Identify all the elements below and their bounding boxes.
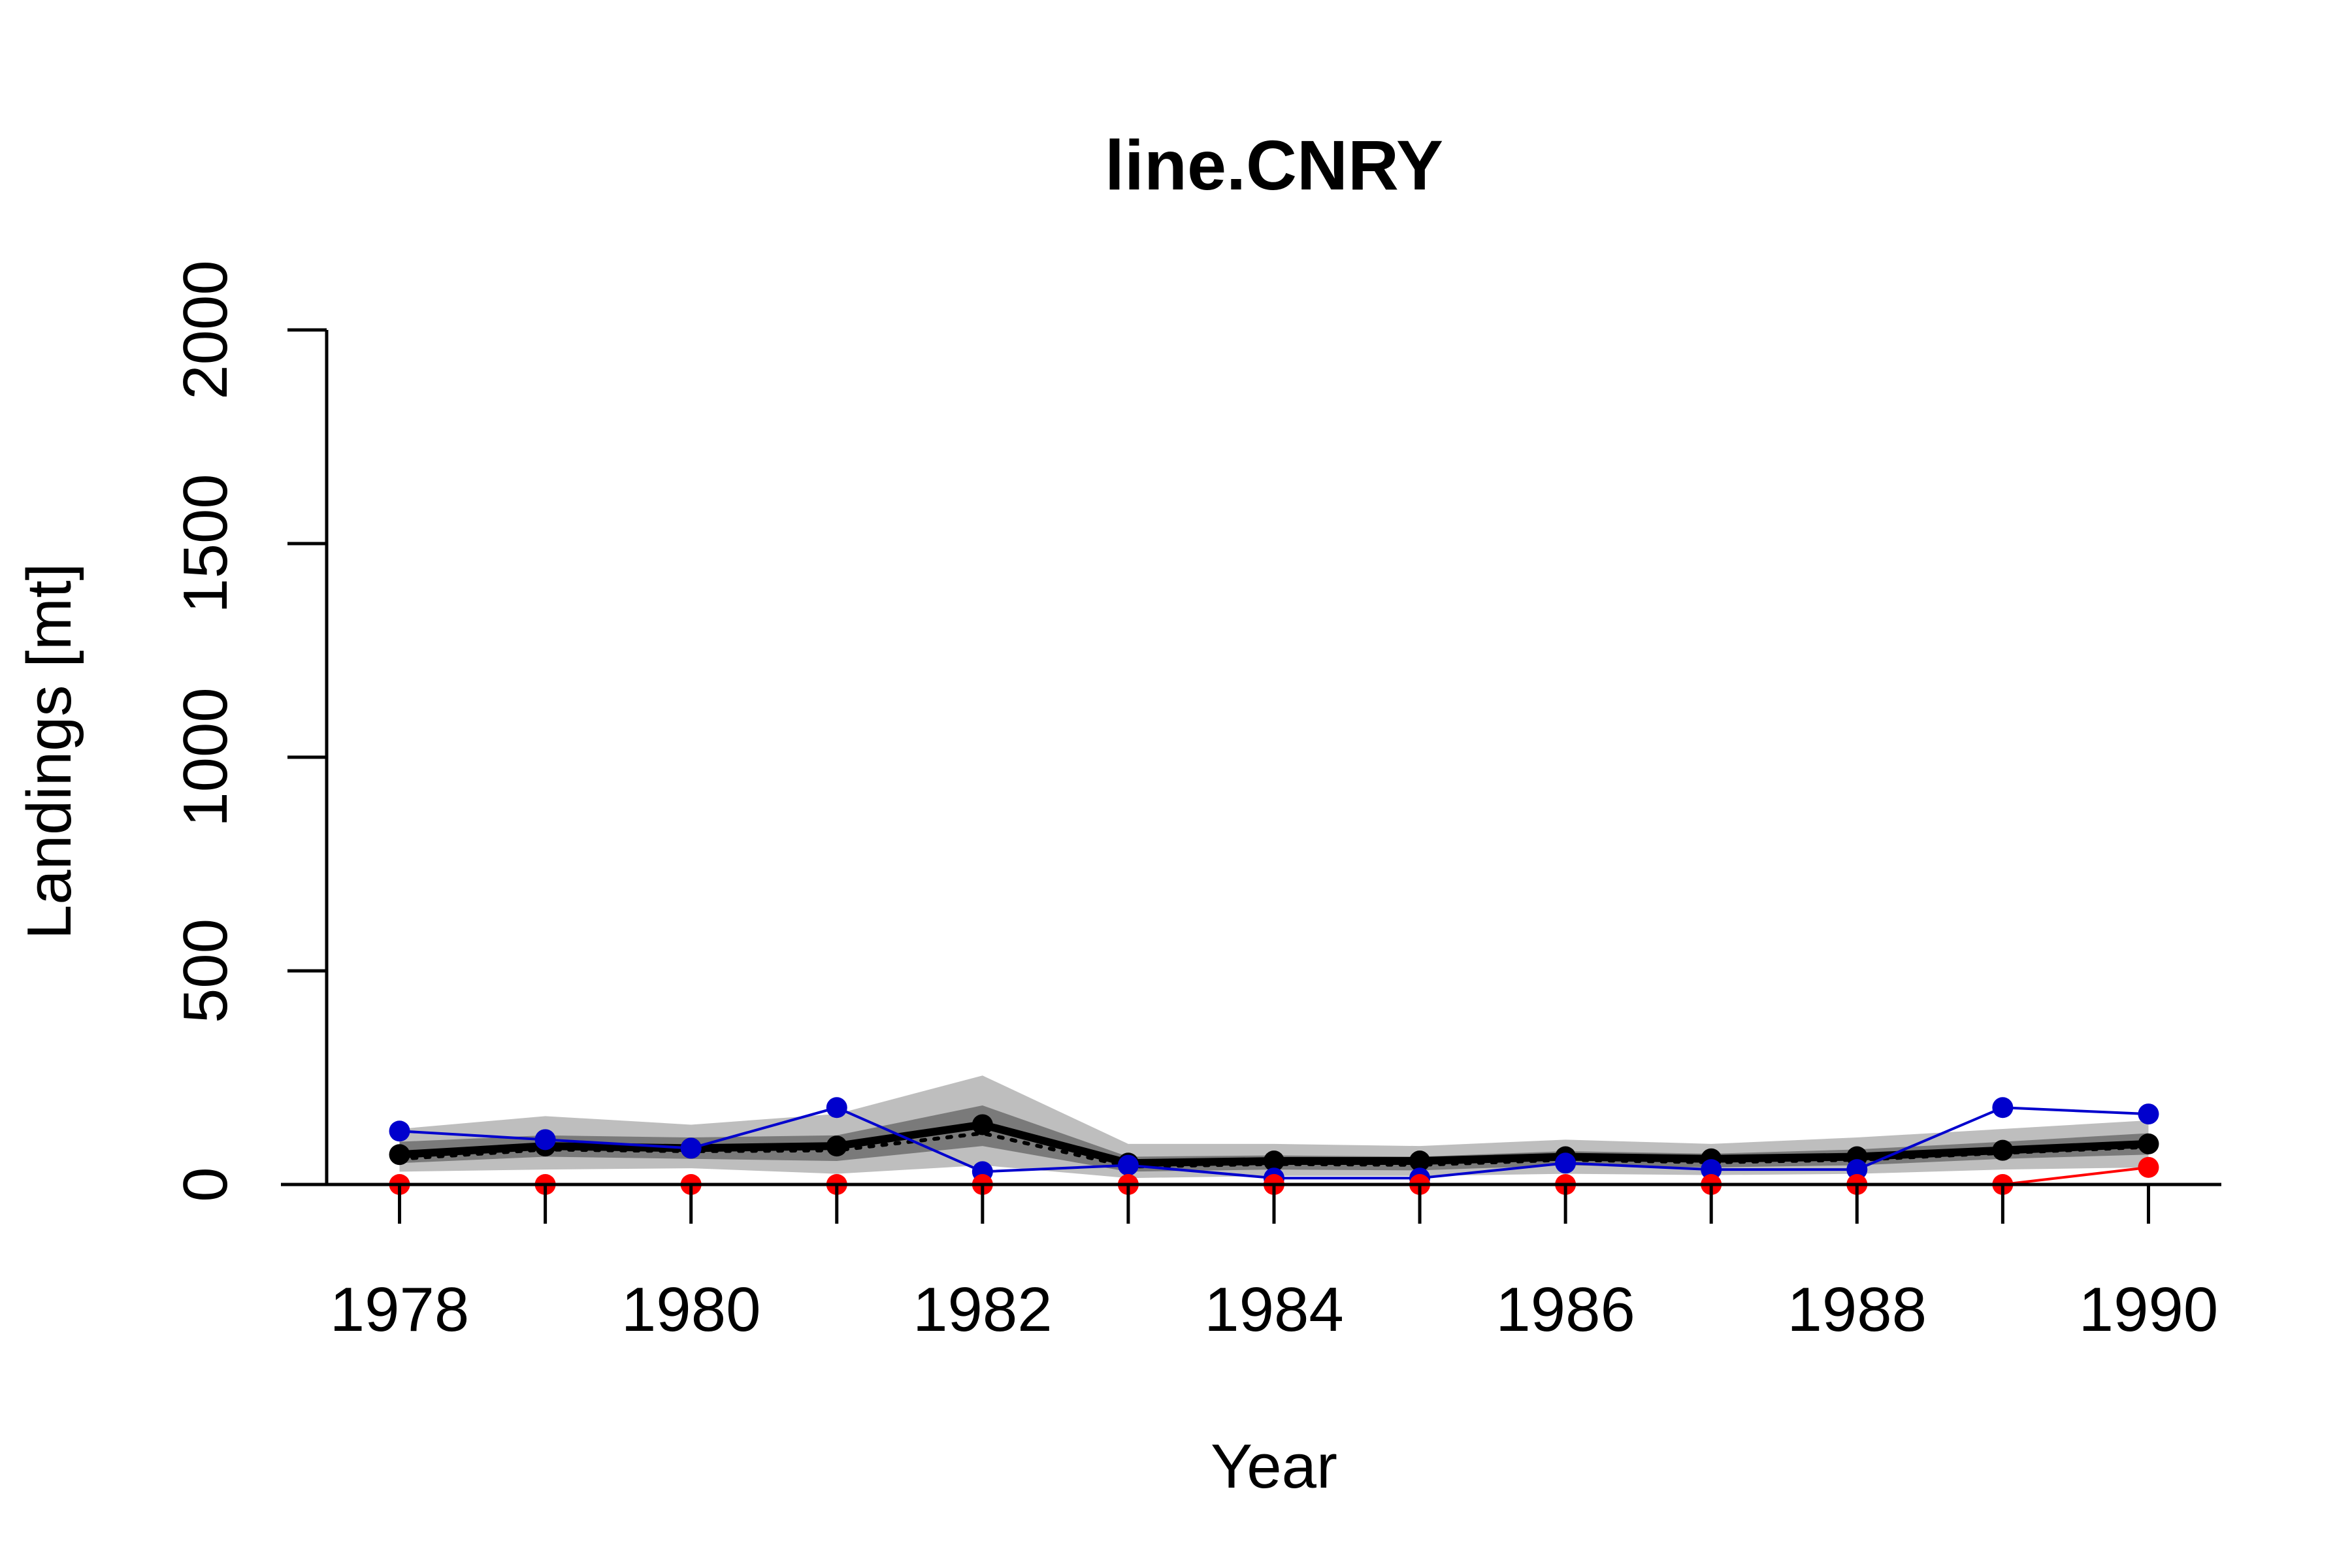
x-tick-label: 1978 xyxy=(330,1275,470,1345)
x-tick-label: 1982 xyxy=(913,1275,1053,1345)
series-1-point xyxy=(389,1144,410,1166)
y-axis-label: Landings [mt] xyxy=(14,563,84,939)
series-3-point xyxy=(826,1097,847,1119)
series-1-point xyxy=(1409,1151,1431,1172)
series-3-point xyxy=(1117,1154,1139,1176)
series-3-point xyxy=(2138,1103,2159,1125)
series-1-point xyxy=(1264,1151,1284,1172)
x-tick-label: 1986 xyxy=(1495,1275,1635,1345)
series-1-point xyxy=(1992,1139,2014,1161)
y-tick-label: 0 xyxy=(171,1167,240,1201)
series-points xyxy=(389,1097,2159,1195)
x-tick-label: 1980 xyxy=(621,1275,761,1345)
series-3-point xyxy=(1555,1152,1576,1174)
series-3-point xyxy=(680,1137,702,1159)
series-3-point xyxy=(389,1120,410,1142)
series-1-point xyxy=(826,1135,847,1157)
y-tick-label: 500 xyxy=(171,919,240,1023)
y-tick-label: 1000 xyxy=(171,687,240,827)
series-3-point xyxy=(1846,1159,1868,1181)
series-4-point xyxy=(2138,1156,2159,1178)
y-tick-label: 1500 xyxy=(171,474,240,613)
series-3-point xyxy=(534,1129,556,1151)
series-3-point xyxy=(1701,1159,1722,1181)
x-tick-label: 1984 xyxy=(1204,1275,1344,1345)
x-axis-label: Year xyxy=(1211,1431,1337,1501)
x-ticks: 1978 1980 1982 1984 1986 1988 1990 xyxy=(330,1184,2218,1345)
series-3-point xyxy=(1992,1097,2014,1119)
x-tick-label: 1990 xyxy=(2079,1275,2219,1345)
chart-title: line.CNRY xyxy=(1105,125,1443,204)
series-1-point xyxy=(2138,1133,2159,1154)
y-tick-label: 2000 xyxy=(171,260,240,400)
y-ticks: 0 500 1000 1500 2000 xyxy=(171,260,327,1202)
x-tick-label: 1988 xyxy=(1788,1275,1927,1345)
series-1-point xyxy=(972,1114,993,1135)
